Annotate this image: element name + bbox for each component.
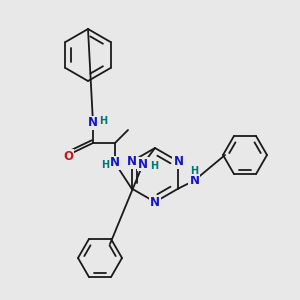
Text: H: H bbox=[150, 161, 158, 171]
Text: N: N bbox=[150, 196, 160, 208]
Text: H: H bbox=[101, 160, 109, 170]
Text: H: H bbox=[190, 166, 198, 176]
Text: N: N bbox=[88, 116, 98, 130]
Text: N: N bbox=[173, 155, 183, 168]
Text: N: N bbox=[110, 157, 120, 169]
Text: N: N bbox=[127, 155, 136, 168]
Text: O: O bbox=[63, 149, 73, 163]
Text: N: N bbox=[138, 158, 148, 170]
Text: H: H bbox=[99, 116, 107, 126]
Text: N: N bbox=[189, 174, 200, 187]
